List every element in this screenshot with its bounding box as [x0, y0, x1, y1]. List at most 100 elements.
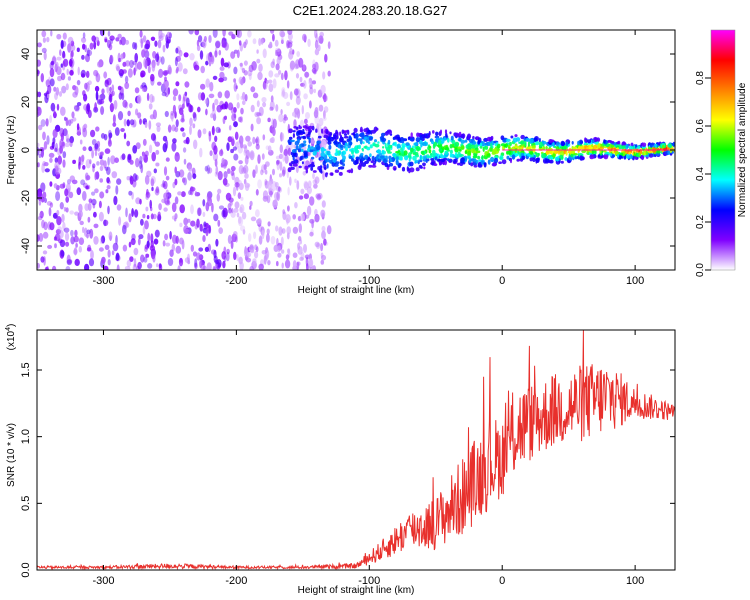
spectrogram-signal-cell: [483, 162, 487, 166]
spectrogram-noise-cell: [99, 191, 105, 199]
spectrogram-signal-cell: [369, 144, 373, 149]
spectrogram-noise-cell: [244, 155, 249, 165]
spectrogram-signal-cell: [292, 130, 296, 133]
spectrogram-signal-cell: [385, 130, 390, 134]
spectrogram-noise-cell: [193, 112, 197, 122]
spectrogram-noise-cell: [274, 181, 279, 188]
spectrogram-noise-cell: [62, 151, 67, 159]
spectrogram-noise-cell: [165, 157, 170, 162]
spectrogram-signal-cell: [474, 141, 477, 145]
spectrogram-noise-cell: [139, 198, 142, 205]
spectrogram-noise-cell: [279, 144, 283, 154]
spectrogram-noise-cell: [300, 213, 305, 222]
spectrogram-y-ticks: -40 -20 0 20 40: [20, 48, 675, 254]
spectrogram-signal-cell: [302, 128, 305, 135]
spectrogram-noise-cell: [233, 49, 238, 54]
spectrogram-signal-cell: [325, 172, 329, 175]
spectrogram-signal-cell: [602, 150, 607, 153]
spectrogram-signal-cell: [415, 145, 421, 152]
spectrogram-noise-cell: [192, 123, 196, 129]
spectrogram-noise-cell: [51, 141, 55, 149]
spectrogram-noise-cell: [240, 225, 246, 232]
spectrogram-noise-cell: [316, 123, 320, 128]
spectrogram-noise-cell: [270, 95, 274, 103]
spectrogram-signal-cell: [534, 151, 537, 155]
spectrogram-noise-cell: [262, 190, 269, 200]
spectrogram-noise-cell: [118, 216, 122, 226]
spectrogram-noise-cell: [144, 244, 149, 250]
spectrogram-signal-cell: [395, 160, 399, 166]
spectrogram-signal-cell: [359, 129, 363, 133]
spectrogram-noise-cell: [276, 159, 281, 165]
spectrogram-noise-cell: [281, 228, 286, 234]
spectrogram-noise-cell: [94, 172, 97, 181]
spectrogram-noise-cell: [207, 167, 213, 174]
spectrogram-noise-cell: [214, 259, 219, 265]
spectrogram-noise-cell: [219, 71, 225, 79]
spectrogram-noise-cell: [287, 205, 290, 212]
spectrogram-signal-cell: [639, 150, 643, 155]
spectrogram-signal-cell: [307, 128, 311, 133]
spectrogram-noise-cell: [39, 210, 44, 219]
spectrogram-signal-cell: [444, 159, 447, 166]
spectrogram-noise-cell: [80, 155, 84, 166]
spectrogram-signal-cell: [603, 154, 609, 160]
spectrogram-noise-cell: [233, 207, 239, 213]
spectrogram-noise-cell: [140, 163, 144, 174]
spectrogram-noise-cell: [187, 165, 193, 172]
spectrogram-signal-cell: [406, 166, 409, 172]
spectrogram-noise-cell: [293, 144, 297, 149]
spectrogram-noise-cell: [64, 232, 70, 242]
spectrogram-noise-cell: [304, 71, 310, 78]
spectrogram-noise-cell: [137, 237, 141, 246]
spectrogram-noise-cell: [229, 200, 233, 206]
spectrogram-noise-cell: [37, 106, 42, 116]
spectrogram-noise-cell: [56, 33, 62, 40]
spectrogram-signal-cell: [423, 166, 426, 170]
spectrogram-noise-cell: [43, 51, 47, 61]
spectrogram-noise-cell: [144, 150, 149, 157]
spectrogram-noise-cell: [61, 52, 66, 59]
spectrogram-noise-cell: [146, 92, 150, 102]
spectrogram-noise-cell: [318, 104, 324, 112]
spectrogram-noise-cell: [174, 196, 179, 205]
spectrogram-signal-cell: [477, 155, 481, 160]
spectrogram-noise-cell: [174, 178, 178, 186]
spectrogram-noise-cell: [164, 76, 167, 82]
spectrogram-signal-cell: [358, 162, 363, 168]
spectrogram-noise-cell: [45, 118, 49, 127]
spectrogram-noise-cell: [174, 166, 177, 174]
spectrogram-noise-cell: [267, 145, 272, 153]
spectrogram-noise-cell: [50, 30, 53, 37]
spectrogram-signal-cell: [354, 149, 360, 154]
spectrogram-noise-cell: [49, 202, 54, 208]
spectrogram-noise-cell: [118, 57, 122, 63]
spectrogram-signal-cell: [491, 162, 497, 167]
spectrogram-noise-cell: [256, 100, 260, 108]
spectrogram-noise-cell: [243, 70, 248, 76]
spectrogram-signal-cell: [537, 157, 540, 161]
spectrogram-signal-cell: [289, 139, 295, 143]
spectrogram-noise-cell: [192, 111, 197, 119]
spectrogram-noise-cell: [256, 112, 262, 117]
spectrogram-noise-cell: [249, 200, 253, 207]
spectrogram-noise-cell: [269, 41, 273, 48]
spectrogram-signal-cell: [489, 146, 493, 152]
spectrogram-noise-cell: [211, 108, 216, 118]
spectrogram-noise-cell: [134, 87, 140, 94]
spectrogram-signal-cell: [344, 142, 348, 147]
spectrogram-noise-cell: [293, 119, 297, 128]
spectrogram-signal-cell: [290, 151, 293, 156]
spectrogram-noise-cell: [221, 157, 225, 165]
spectrogram-signal-cell: [475, 150, 480, 154]
spectrogram-signal-cell: [351, 149, 354, 155]
spectrogram-noise-cell: [38, 212, 42, 219]
spectrogram-noise-cell: [163, 166, 168, 176]
spectrogram-signal-cell: [335, 148, 338, 153]
spectrogram-noise-cell: [37, 162, 40, 168]
spectrogram-signal-cell: [467, 135, 470, 140]
spectrogram-signal-cell: [352, 154, 355, 159]
spectrogram-signal-cell: [609, 140, 615, 144]
spectrogram-noise-cell: [282, 166, 286, 175]
snr-y-tick-label: 1.0: [20, 429, 32, 444]
